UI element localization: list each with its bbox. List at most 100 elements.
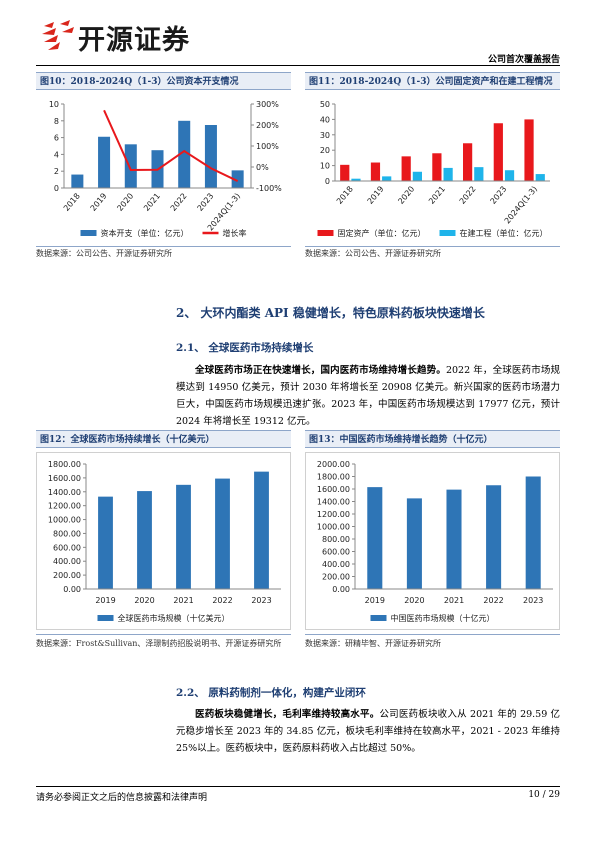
chart: 0 10 20 30 40 50 2018 2019 2020 2021 2022 20232024Q… [317, 100, 550, 238]
bar [382, 176, 392, 181]
y-tick-label: 1600.00 [48, 474, 81, 483]
section-heading: 2、 大环内酯类 API 稳健增长，特色原料药板块快速增长 [176, 306, 485, 320]
bar [432, 153, 442, 181]
bar [443, 167, 453, 181]
y-tick-label: 40 [320, 115, 330, 124]
y-tick-label: 20 [320, 146, 330, 155]
x-tick-label: 2019 [366, 185, 386, 206]
bar [98, 136, 111, 188]
rule [36, 246, 291, 247]
y-tick-label: 200.00 [322, 573, 350, 582]
figure-title: 图10：2018-2024Q（1-3）公司资本开支情况 [36, 72, 291, 90]
legend-label: 全球医药市场规模（十亿美元） [118, 613, 230, 623]
y-tick-label: 0 [54, 184, 59, 193]
bar [401, 156, 411, 181]
x-tick-label: 2024Q(1-3) [503, 185, 539, 226]
bar [340, 164, 350, 181]
chart: 0 2 4 6 8 10 -100% 0% 100% 200% 300% 2018 2019 2020 20… [49, 100, 282, 238]
source: 数据来源：公司公告、开源证券研究所 [36, 249, 172, 258]
rule [305, 246, 560, 247]
y-tick-label: 1400.00 [48, 488, 81, 497]
bar [124, 144, 137, 188]
y-tick-label: 800.00 [53, 529, 81, 538]
y-tick-label: 0.00 [332, 585, 350, 594]
x-tick-label: 2020 [115, 192, 135, 213]
legend-label: 增长率 [223, 228, 247, 238]
header-rule [36, 65, 560, 66]
bar [535, 174, 545, 181]
lead: 全球医药市场正在快速增长，国内医药市场维持增长趋势。 [195, 365, 446, 376]
bar [486, 485, 502, 589]
y2-tick-label: -100% [256, 184, 282, 193]
y-tick-label: 1000.00 [48, 516, 81, 525]
bar [474, 167, 484, 181]
page-number: 10 / 29 [528, 790, 560, 800]
y-tick-label: 10 [49, 100, 59, 109]
y-tick-label: 400.00 [53, 557, 81, 566]
y-tick-label: 1800.00 [317, 473, 350, 482]
x-tick-label: 2020 [396, 185, 416, 206]
bar [71, 174, 84, 188]
figure-title: 图11：2018-2024Q（1-3）公司固定资产和在建工程情况 [305, 72, 560, 90]
y2-tick-label: 0% [256, 163, 269, 172]
x-tick-label: 2021 [142, 192, 162, 213]
rule [36, 634, 291, 635]
x-tick-label: 2022 [483, 596, 503, 605]
bar [215, 478, 230, 589]
y-tick-label: 10 [320, 162, 330, 171]
legend-swatch [97, 615, 114, 621]
y2-tick-label: 200% [256, 121, 279, 130]
text: 2022 年，全球医药市场规模达到 14950 亿美元，预计 2030 年将增长… [176, 365, 560, 427]
x-tick-label: 2023 [523, 596, 543, 605]
y-tick-label: 30 [320, 131, 330, 140]
y-tick-label: 6 [54, 134, 59, 143]
x-tick-label: 2022 [169, 192, 189, 213]
text: 公司医药板块收入从 2021 年的 29.59 亿元稳步增长至 2023 年的 … [176, 709, 560, 754]
x-tick-label: 2019 [95, 596, 115, 605]
subsection-heading: 2.2、 原料药制剂一体化，构建产业闭环 [176, 687, 366, 699]
x-tick-label: 2022 [212, 596, 232, 605]
logo-text: 开源证券 [78, 25, 190, 56]
line [103, 109, 239, 182]
y-tick-label: 2000.00 [317, 460, 350, 469]
y-tick-label: 4 [54, 150, 59, 159]
legend-swatch [317, 230, 334, 236]
x-tick-label: 2020 [134, 596, 154, 605]
y-tick-label: 50 [320, 100, 330, 109]
legend-label: 资本开支（单位：亿元） [101, 228, 189, 238]
bar [493, 123, 503, 181]
bar [446, 489, 462, 589]
footer-rule [36, 786, 560, 787]
bar [463, 143, 473, 181]
bar [176, 484, 191, 589]
lead: 医药板块稳健增长，毛利率维持较高水平。 [195, 709, 380, 720]
paragraph: 医药板块稳健增长，毛利率维持较高水平。公司医药板块收入从 2021 年的 29.… [176, 706, 560, 757]
bar [98, 496, 113, 589]
bar [351, 178, 361, 181]
y-tick-label: 1400.00 [317, 498, 350, 507]
bar [367, 487, 383, 589]
figure-title: 图13：中国医药市场维持增长趋势（十亿元） [305, 430, 560, 448]
disclaimer: 请务必参阅正文之后的信息披露和法律声明 [36, 793, 208, 803]
y-tick-label: 400.00 [322, 560, 350, 569]
chart: 0.00 200.00 400.00 600.00 800.00 1000.00 1200.… [36, 452, 291, 630]
x-tick-label: 2019 [365, 596, 385, 605]
bar [525, 476, 541, 589]
legend-label: 固定资产（单位：亿元） [338, 228, 426, 238]
bar [504, 170, 515, 181]
bar [524, 119, 534, 181]
x-tick-label: 2023 [488, 185, 508, 206]
bar [406, 498, 422, 589]
y-tick-label: 600.00 [53, 543, 81, 552]
y-tick-label: 2 [54, 167, 59, 176]
source: 数据来源：Frost&Sullivan、泽璟制药招股说明书、开源证券研究所 [36, 639, 282, 648]
bar [204, 125, 217, 188]
bar [137, 491, 152, 589]
legend-label: 中国医药市场规模（十亿元） [391, 613, 495, 623]
bar [254, 471, 269, 589]
y-tick-label: 0 [325, 177, 330, 186]
bar [412, 171, 422, 181]
y-tick-label: 1600.00 [317, 485, 350, 494]
chart: 0.00 200.00 400.00 600.00 800.00 1000.00 1200.… [305, 452, 560, 630]
